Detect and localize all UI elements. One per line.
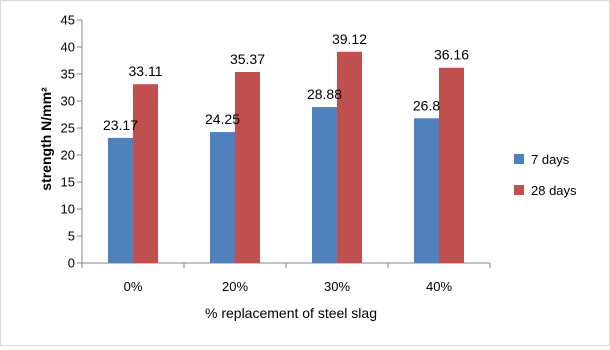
y-tick-label: 15 [61,175,75,190]
x-tick-label: 40% [426,279,452,294]
bar [439,67,464,264]
y-tick-label: 30 [61,94,75,109]
data-label: 35.37 [230,51,265,67]
y-tick-label: 0 [68,256,75,271]
legend-swatch [514,185,524,195]
data-labels: 23.17 33.11 24.25 35.37 28.88 39.12 26.8 36.16 [103,31,469,133]
legend: 7 days 28 days [514,152,577,198]
x-tick-label: 20% [222,279,248,294]
data-label: 33.11 [129,63,163,79]
y-tick-label: 25 [61,121,75,136]
x-axis-title: % replacement of steel slag [205,305,377,321]
bar [108,137,133,263]
legend-label: 28 days [531,183,577,198]
y-tick-label: 20 [61,148,75,163]
bar [337,51,362,263]
bar [210,132,235,263]
y-axis-title: strength N/mm² [38,87,54,191]
legend-swatch [514,154,524,164]
data-label: 26.8 [413,97,440,113]
y-tick-label: 35 [61,67,75,82]
y-tick-label: 45 [61,13,75,28]
x-tick-label: 30% [324,279,350,294]
bar [235,72,260,263]
y-tick-label: 40 [61,40,75,55]
bars [108,51,464,264]
y-tick-labels: 0 5 10 15 20 25 30 35 40 45 [61,13,75,271]
bar [133,84,158,264]
x-tick-label: 0% [124,279,143,294]
legend-label: 7 days [531,152,570,167]
data-label: 36.16 [434,47,469,63]
y-tick-label: 5 [68,229,75,244]
data-label: 23.17 [103,117,138,133]
y-tick-label: 10 [61,202,75,217]
data-label: 28.88 [307,86,342,102]
data-label: 39.12 [332,31,367,47]
x-tick-labels: 0% 20% 30% 40% [124,279,453,294]
data-label: 24.25 [205,111,240,127]
bar [312,107,337,263]
bar [414,118,439,263]
